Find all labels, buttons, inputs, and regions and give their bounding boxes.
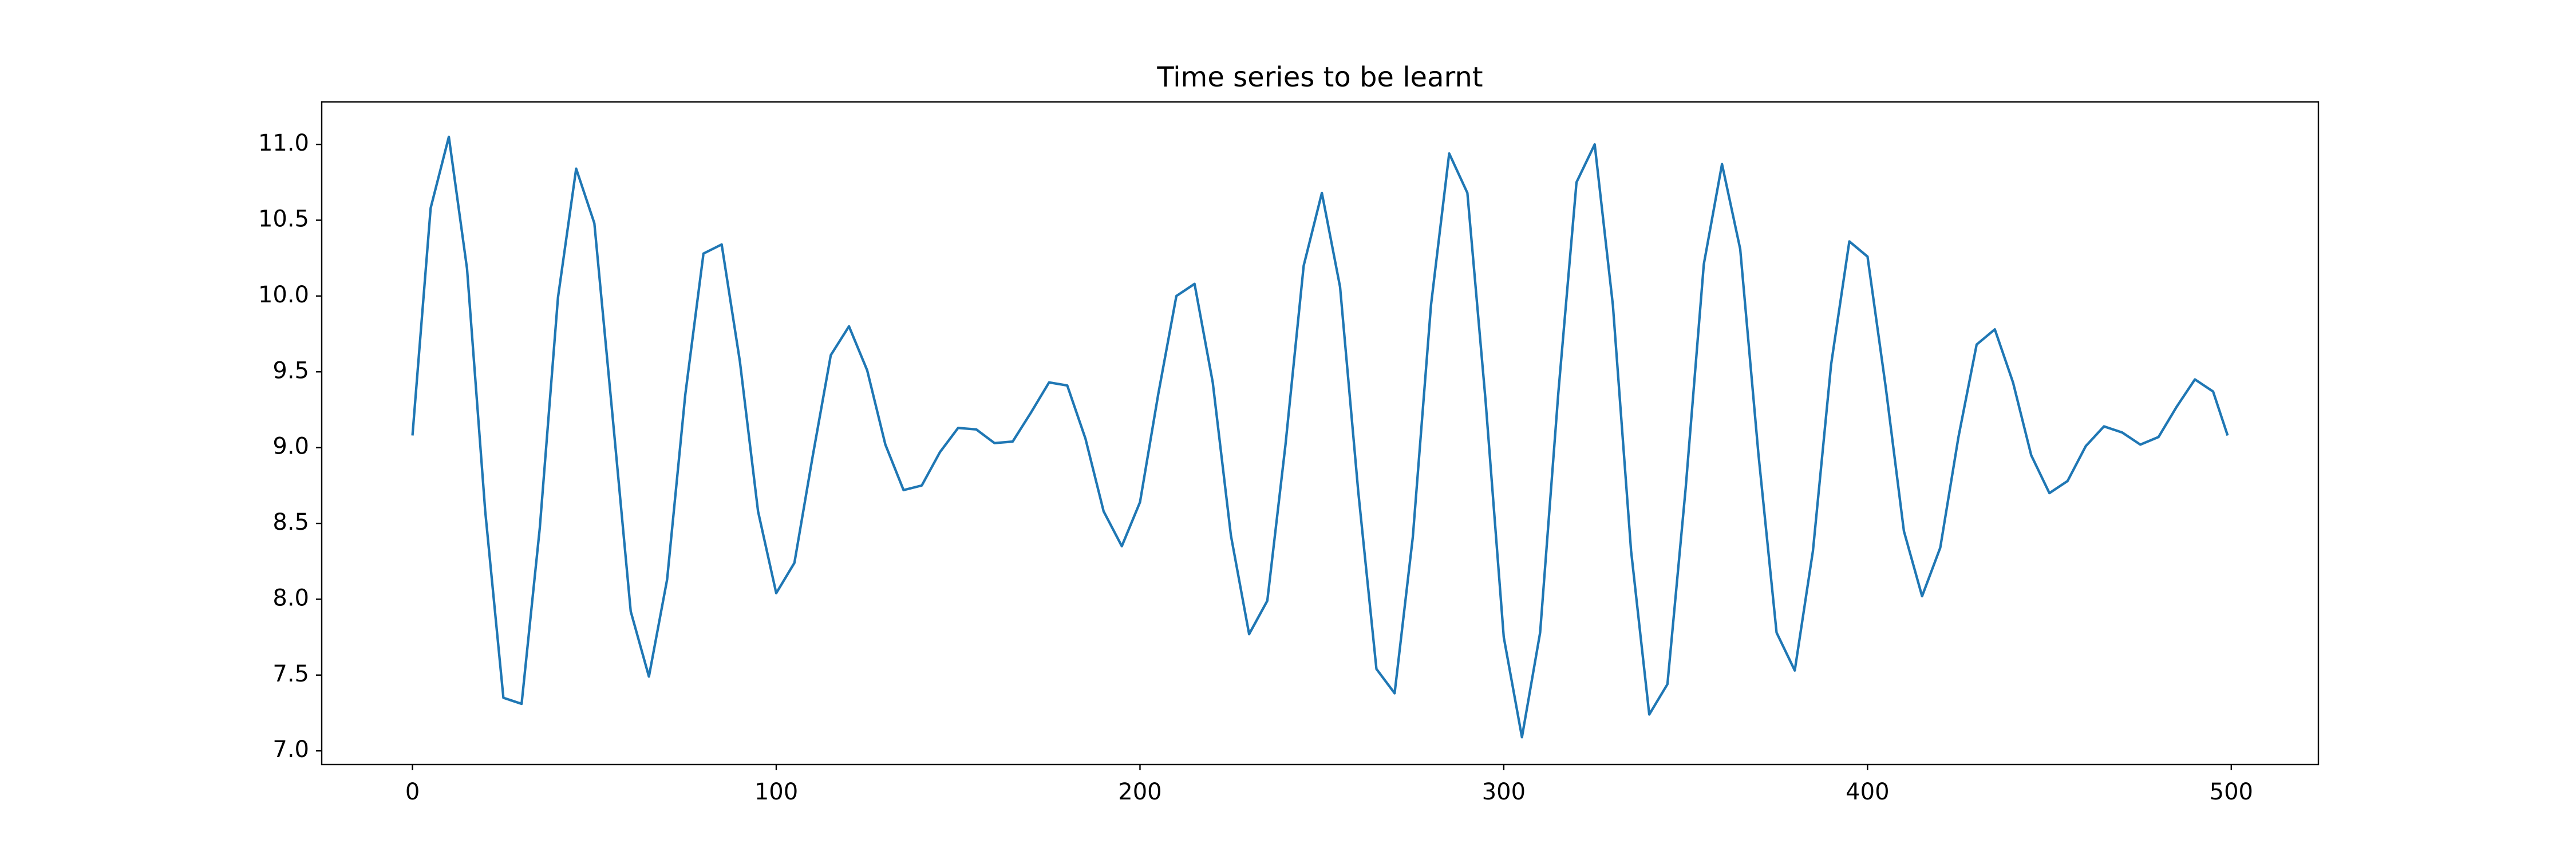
y-tick-label: 10.5 bbox=[258, 206, 309, 233]
plot-frame bbox=[321, 101, 2320, 766]
x-tick-label: 0 bbox=[405, 779, 420, 805]
x-tick-label: 400 bbox=[1846, 779, 1889, 805]
y-tick-label: 9.5 bbox=[272, 357, 309, 384]
x-tick-label: 100 bbox=[754, 779, 798, 805]
y-tick-label: 8.0 bbox=[272, 585, 309, 611]
y-tick-label: 9.0 bbox=[272, 434, 309, 460]
y-tick-label: 7.0 bbox=[272, 736, 309, 763]
x-tick-label: 200 bbox=[1118, 779, 1161, 805]
y-tick-label: 8.5 bbox=[272, 509, 309, 535]
line-series bbox=[411, 135, 2229, 739]
chart-title: Time series to be learnt bbox=[1156, 61, 1483, 93]
y-tick-label: 10.0 bbox=[258, 282, 309, 308]
x-tick-label: 300 bbox=[1482, 779, 1526, 805]
y-tick-label: 7.5 bbox=[272, 661, 309, 687]
x-tick-label: 500 bbox=[2210, 779, 2253, 805]
y-tick-label: 11.0 bbox=[258, 130, 309, 156]
